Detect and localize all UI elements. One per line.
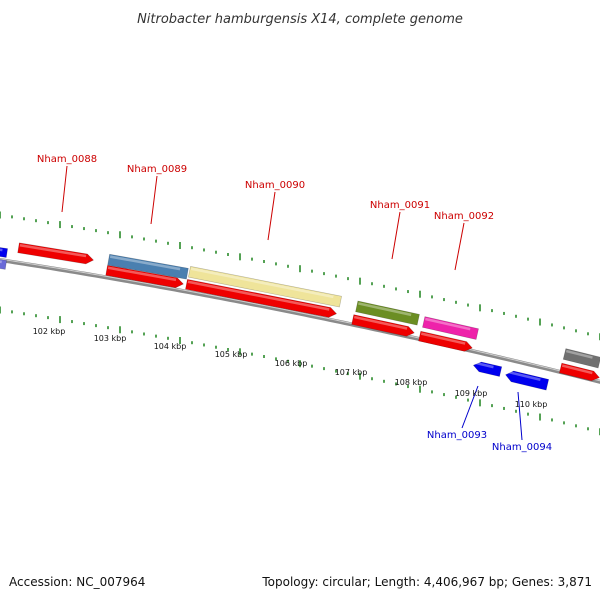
leader-nham-0089 xyxy=(150,175,158,225)
scale-label-106kbp: 106 kbp xyxy=(275,359,308,368)
scale-label-110kbp: 110 kbp xyxy=(515,400,548,409)
gene-label-nham-0092: Nham_0092 xyxy=(434,211,494,222)
scale-label-108kbp: 108 kbp xyxy=(395,378,428,387)
gene-blue-edge-left xyxy=(0,246,8,258)
cds-nham-0092-arrow xyxy=(418,330,473,352)
gene-nham-0088-arrow xyxy=(17,242,95,265)
gene-label-nham-0088: Nham_0088 xyxy=(37,154,97,165)
scale-label-103kbp: 103 kbp xyxy=(94,334,127,343)
scale-label-105kbp: 105 kbp xyxy=(215,350,248,359)
scale-label-109kbp: 109 kbp xyxy=(455,389,488,398)
gene-label-nham-0093: Nham_0093 xyxy=(427,430,487,441)
backbone-highlight xyxy=(0,258,600,382)
leader-nham-0088 xyxy=(61,165,68,213)
genome-backbone xyxy=(0,257,600,384)
gene-label-nham-0089: Nham_0089 xyxy=(127,164,187,175)
genome-summary-text: Topology: circular; Length: 4,406,967 bp… xyxy=(261,575,592,589)
leader-nham-0092 xyxy=(454,222,465,271)
leader-nham-0093 xyxy=(461,385,479,429)
gene-nham-0093-arrow xyxy=(472,361,503,377)
accession-text: Accession: NC_007964 xyxy=(9,575,145,589)
scale-label-102kbp: 102 kbp xyxy=(33,327,66,336)
cds-nham-0090-arrow xyxy=(185,278,338,318)
scale-label-104kbp: 104 kbp xyxy=(154,342,187,351)
gene-nham-0090-box xyxy=(188,266,342,308)
gene-labels xyxy=(61,165,523,441)
leader-nham-0094 xyxy=(517,391,523,441)
leader-nham-0090 xyxy=(267,191,276,241)
cds-nham-0089-arrow xyxy=(105,265,184,289)
gene-gray-box-right xyxy=(562,348,600,369)
map-title: Nitrobacter hamburgensis X14, complete g… xyxy=(137,12,463,27)
gene-label-nham-0091: Nham_0091 xyxy=(370,200,430,211)
cds-blue-edge-left xyxy=(0,258,7,270)
scale-label-107kbp: 107 kbp xyxy=(335,368,368,377)
cds-right-edge-arrow xyxy=(559,362,600,382)
gene-nham-0089-box xyxy=(107,253,189,280)
gene-label-nham-0090: Nham_0090 xyxy=(245,180,305,191)
backbone-line xyxy=(0,257,600,384)
gene-nham-0094-arrow xyxy=(505,370,550,391)
gene-nham-0092-box xyxy=(422,316,479,340)
gene-features xyxy=(0,242,600,391)
gene-label-nham-0094: Nham_0094 xyxy=(492,442,552,453)
cds-nham-0091-arrow xyxy=(351,314,415,337)
leader-nham-0091 xyxy=(391,211,401,260)
tick-marks xyxy=(0,211,600,436)
gene-nham-0091-box xyxy=(355,300,420,326)
